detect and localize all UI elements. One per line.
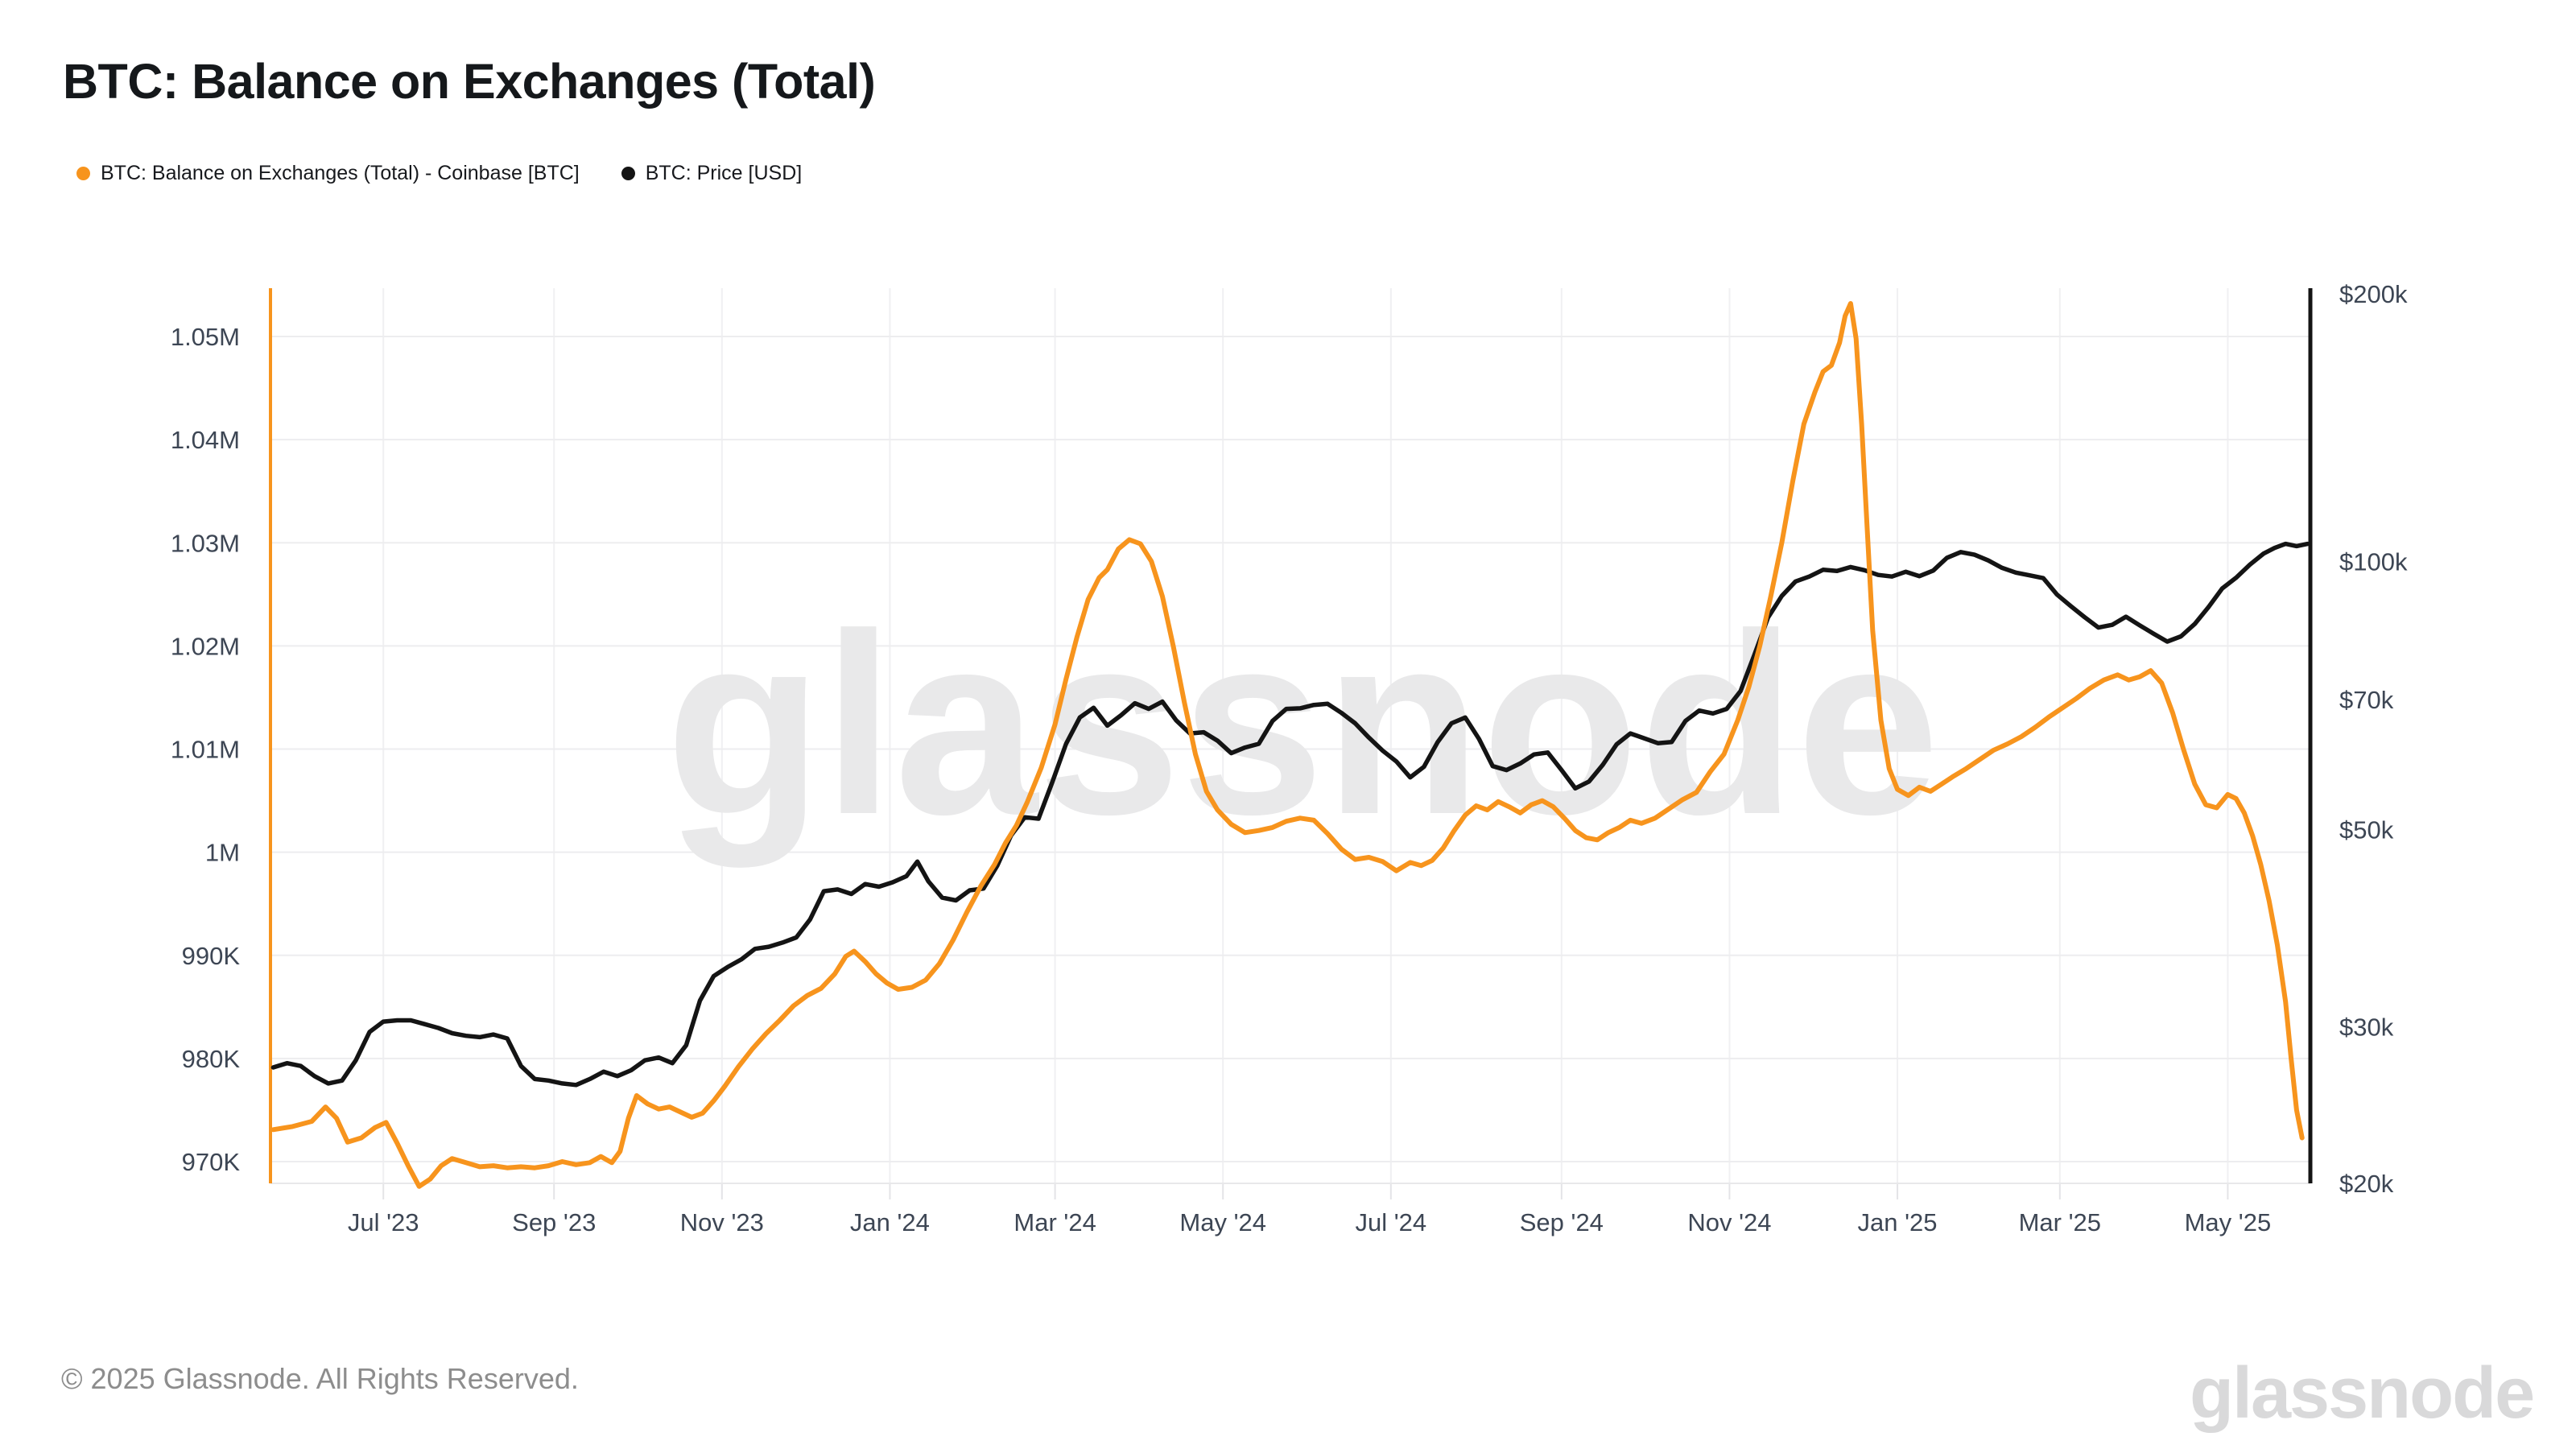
x-axis-tick-label: Sep '23 — [512, 1208, 596, 1236]
legend-item-price-label: BTC: Price [USD] — [645, 162, 803, 184]
x-axis-tick-label: May '24 — [1179, 1208, 1266, 1236]
right-axis-tick-label: $200k — [2339, 280, 2408, 308]
brand-wordmark: glassnode — [2190, 1353, 2535, 1434]
right-axis-tick-label: $70k — [2339, 686, 2394, 714]
left-axis-tick-label: 980K — [182, 1045, 241, 1073]
page-title: BTC: Balance on Exchanges (Total) — [63, 54, 876, 109]
x-axis-tick-label: Mar '24 — [1013, 1208, 1096, 1236]
left-axis-tick-label: 990K — [182, 942, 241, 970]
right-axis-tick-label: $30k — [2339, 1013, 2394, 1041]
legend-item-balance-label: BTC: Balance on Exchanges (Total) - Coin… — [101, 162, 580, 184]
left-axis-tick-label: 1.05M — [171, 323, 240, 351]
x-axis-tick-label: Jan '25 — [1858, 1208, 1938, 1236]
left-axis-tick-label: 1M — [205, 839, 240, 867]
balance-series-swatch-icon — [76, 167, 90, 180]
right-axis-tick-label: $20k — [2339, 1170, 2394, 1198]
left-axis-tick-label: 1.02M — [171, 632, 240, 660]
balance-series-line — [270, 301, 2305, 1189]
left-axis-tick-label: 1.04M — [171, 426, 240, 454]
left-axis-tick-label: 1.03M — [171, 529, 240, 557]
price-series-line — [270, 541, 2310, 1088]
legend-item-balance[interactable]: BTC: Balance on Exchanges (Total) - Coin… — [76, 162, 580, 185]
right-axis-tick-label: $50k — [2339, 815, 2394, 844]
copyright-text: © 2025 Glassnode. All Rights Reserved. — [61, 1362, 579, 1395]
price-series-swatch-icon — [621, 167, 635, 180]
left-axis-tick-label: 1.01M — [171, 736, 240, 764]
x-axis-tick-label: Mar '25 — [2019, 1208, 2101, 1236]
x-axis-tick-label: May '25 — [2185, 1208, 2272, 1236]
x-axis-tick-label: Nov '23 — [680, 1208, 764, 1236]
x-axis-tick-label: Jan '24 — [850, 1208, 930, 1236]
left-axis-tick-label: 970K — [182, 1148, 241, 1176]
legend-item-price[interactable]: BTC: Price [USD] — [621, 162, 802, 185]
x-axis-tick-label: Jul '23 — [348, 1208, 419, 1236]
x-axis-tick-label: Nov '24 — [1687, 1208, 1771, 1236]
x-axis-tick-label: Jul '24 — [1355, 1208, 1426, 1236]
right-axis-tick-label: $100k — [2339, 548, 2408, 576]
legend: BTC: Balance on Exchanges (Total) - Coin… — [76, 162, 802, 185]
x-axis-tick-label: Sep '24 — [1520, 1208, 1604, 1236]
watermark-text: glassnode — [666, 580, 1940, 869]
